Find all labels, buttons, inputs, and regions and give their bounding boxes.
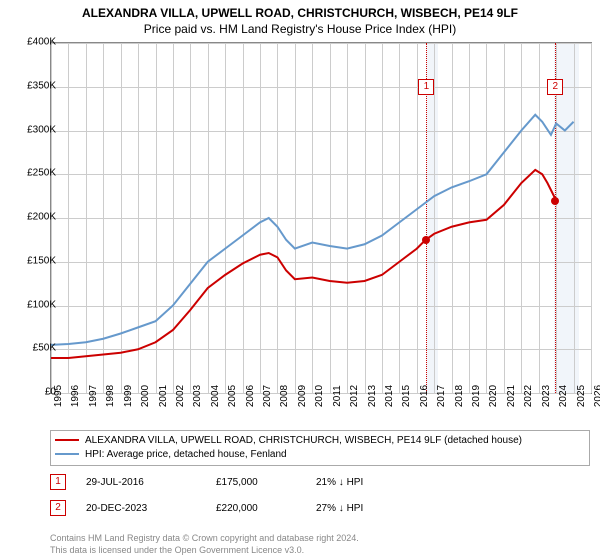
x-axis-label: 2004 (210, 385, 221, 407)
sale-row: 1 29-JUL-2016£175,00021% ↓ HPI (50, 474, 363, 490)
x-axis-label: 2005 (227, 385, 238, 407)
x-axis-label: 2017 (436, 385, 447, 407)
legend-label: HPI: Average price, detached house, Fenl… (85, 449, 287, 460)
x-axis-label: 1996 (70, 385, 81, 407)
x-axis-label: 2003 (192, 385, 203, 407)
legend-swatch (55, 439, 79, 441)
footer-line-1: Contains HM Land Registry data © Crown c… (50, 532, 359, 544)
y-axis-label: £200K (8, 212, 56, 223)
x-axis-label: 2021 (506, 385, 517, 407)
x-axis-label: 2022 (523, 385, 534, 407)
plot-area: 12 (50, 42, 592, 394)
legend-item: ALEXANDRA VILLA, UPWELL ROAD, CHRISTCHUR… (55, 434, 585, 448)
x-axis-label: 2015 (401, 385, 412, 407)
sale-price: £175,000 (216, 477, 316, 488)
x-axis-label: 1995 (53, 385, 64, 407)
footer-line-2: This data is licensed under the Open Gov… (50, 544, 359, 556)
sale-delta: 27% ↓ HPI (316, 503, 363, 514)
x-axis-label: 2012 (349, 385, 360, 407)
x-axis-label: 2011 (332, 385, 343, 407)
y-axis-label: £350K (8, 80, 56, 91)
y-axis-label: £250K (8, 168, 56, 179)
sale-date: 20-DEC-2023 (86, 503, 216, 514)
y-axis-label: £0 (8, 387, 56, 398)
x-axis-label: 2016 (419, 385, 430, 407)
x-axis-label: 2026 (593, 385, 600, 407)
series-line-hpi (51, 115, 574, 345)
chart-lines (51, 43, 591, 393)
y-axis-label: £400K (8, 37, 56, 48)
x-axis-label: 2008 (279, 385, 290, 407)
grid-line-v (591, 43, 592, 393)
sale-row: 2 20-DEC-2023£220,00027% ↓ HPI (50, 500, 363, 516)
series-line-property (51, 170, 556, 358)
x-axis-label: 2000 (140, 385, 151, 407)
x-axis-label: 2010 (314, 385, 325, 407)
x-axis-label: 2002 (175, 385, 186, 407)
x-axis-label: 1997 (88, 385, 99, 407)
x-axis-label: 2013 (367, 385, 378, 407)
sale-dot (551, 197, 559, 205)
x-axis-label: 2007 (262, 385, 273, 407)
legend-item: HPI: Average price, detached house, Fenl… (55, 448, 585, 462)
x-axis-label: 2024 (558, 385, 569, 407)
x-axis-label: 2006 (245, 385, 256, 407)
sale-dot (422, 236, 430, 244)
chart-title-1: ALEXANDRA VILLA, UPWELL ROAD, CHRISTCHUR… (0, 0, 600, 20)
sale-marker: 1 (50, 474, 66, 490)
y-axis-label: £300K (8, 124, 56, 135)
legend-swatch (55, 453, 79, 455)
x-axis-label: 2019 (471, 385, 482, 407)
x-axis-label: 2023 (541, 385, 552, 407)
sale-marker: 2 (50, 500, 66, 516)
x-axis-label: 2025 (576, 385, 587, 407)
sale-price: £220,000 (216, 503, 316, 514)
y-axis-label: £150K (8, 255, 56, 266)
sale-delta: 21% ↓ HPI (316, 477, 363, 488)
x-axis-label: 1998 (105, 385, 116, 407)
x-axis-label: 1999 (123, 385, 134, 407)
chart-title-2: Price paid vs. HM Land Registry's House … (0, 20, 600, 36)
x-axis-label: 2014 (384, 385, 395, 407)
x-axis-label: 2020 (488, 385, 499, 407)
x-axis-label: 2018 (454, 385, 465, 407)
x-axis-label: 2009 (297, 385, 308, 407)
y-axis-label: £100K (8, 299, 56, 310)
legend-label: ALEXANDRA VILLA, UPWELL ROAD, CHRISTCHUR… (85, 435, 522, 446)
y-axis-label: £50K (8, 343, 56, 354)
legend: ALEXANDRA VILLA, UPWELL ROAD, CHRISTCHUR… (50, 430, 590, 466)
x-axis-label: 2001 (158, 385, 169, 407)
sale-date: 29-JUL-2016 (86, 477, 216, 488)
